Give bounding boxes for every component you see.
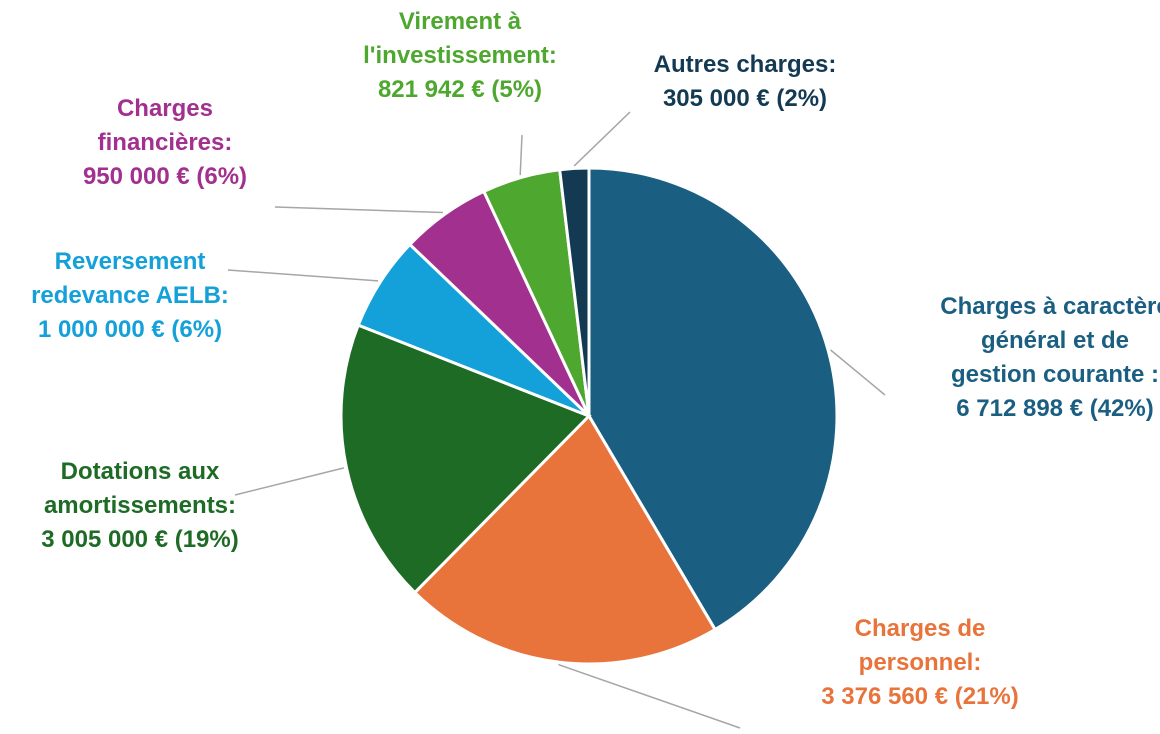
- data-label: Autres charges: 305 000 € (2%): [615, 48, 875, 116]
- pie-slice: [558, 166, 591, 417]
- value-label: 821 942 € (5%): [377, 76, 543, 103]
- leader-line: [573, 111, 631, 167]
- pie-slice: [412, 413, 718, 666]
- value-label: 3 376 560 € (21%): [821, 683, 1019, 710]
- category-label: Virement à l'investissement:: [363, 8, 557, 69]
- value-label: 3 005 000 € (19%): [41, 526, 239, 553]
- data-label: Dotations aux amortissements: 3 005 000 €…: [10, 455, 270, 557]
- data-label: Virement à l'investissement: 821 942 € (5…: [340, 5, 580, 107]
- category-label: Charges à caractère général et de gestio…: [940, 293, 1160, 388]
- data-label: Charges à caractère général et de gestio…: [940, 290, 1160, 426]
- category-label: Charges de personnel:: [854, 615, 986, 676]
- leader-line: [227, 269, 379, 282]
- data-label: Charges financières: 950 000 € (6%): [60, 92, 270, 194]
- leader-line: [234, 467, 345, 496]
- value-label: 950 000 € (6%): [82, 163, 248, 190]
- value-label: 1 000 000 € (6%): [37, 316, 223, 343]
- data-label: Reversement redevance AELB: 1 000 000 € (…: [0, 245, 260, 347]
- pie-slice: [587, 166, 839, 632]
- category-label: Reversement redevance AELB:: [31, 248, 229, 309]
- leader-line: [274, 206, 443, 214]
- category-label: Autres charges:: [653, 51, 837, 78]
- value-label: 305 000 € (2%): [662, 85, 828, 112]
- leader-line: [830, 349, 886, 396]
- data-label: Charges de personnel: 3 376 560 € (21%): [815, 612, 1025, 714]
- category-label: Charges financières:: [97, 95, 233, 156]
- leader-line: [519, 134, 523, 176]
- leader-line: [558, 663, 741, 729]
- category-label: Dotations aux amortissements:: [43, 458, 237, 519]
- value-label: 6 712 898 € (42%): [956, 395, 1154, 422]
